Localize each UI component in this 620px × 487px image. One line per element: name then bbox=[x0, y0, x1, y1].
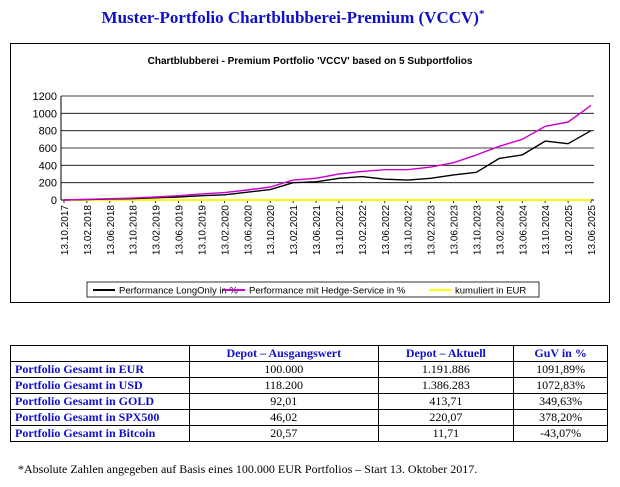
page-title-text: Muster-Portfolio Chartblubberei-Premium … bbox=[101, 8, 479, 27]
table-row: Portfolio Gesamt in USD 118.200 1.386.28… bbox=[10, 377, 608, 394]
legend-label: Performance mit Hedge-Service in % bbox=[249, 286, 406, 297]
table-row: Portfolio Gesamt in EUR 100.000 1.191.88… bbox=[10, 361, 608, 378]
table-cell: 100.000 bbox=[189, 361, 379, 378]
table-header-cell bbox=[10, 345, 190, 362]
y-tick-label: 400 bbox=[39, 160, 57, 172]
table-header-cell: Depot – Ausgangswert bbox=[189, 345, 379, 362]
x-tick-label: 13.06.2021 bbox=[312, 205, 323, 255]
y-tick-label: 200 bbox=[39, 178, 57, 190]
table-cell: 46,02 bbox=[189, 409, 379, 426]
chart-title: Chartblubberei - Premium Portfolio 'VCCV… bbox=[148, 56, 473, 67]
y-tick-label: 800 bbox=[39, 126, 57, 138]
title-footnote-mark: * bbox=[478, 8, 485, 20]
x-tick-label: 13.02.2023 bbox=[427, 205, 438, 255]
x-tick-label: 13.02.2024 bbox=[495, 205, 506, 255]
y-tick-label: 1200 bbox=[33, 91, 57, 103]
x-tick-label: 13.02.2020 bbox=[220, 205, 231, 255]
x-tick-label: 13.02.2021 bbox=[289, 205, 300, 255]
table-row: Portfolio Gesamt in GOLD 92,01 413,71 34… bbox=[10, 393, 608, 410]
table-header-row: Depot – Ausgangswert Depot – Aktuell GuV… bbox=[10, 345, 608, 362]
y-tick-label: 1000 bbox=[33, 108, 57, 120]
x-tick-label: 13.10.2019 bbox=[197, 205, 208, 255]
table-cell: 220,07 bbox=[377, 409, 515, 426]
table-cell: 20,57 bbox=[189, 425, 379, 442]
y-tick-label: 600 bbox=[39, 143, 57, 155]
table-cell: 413,71 bbox=[377, 393, 515, 410]
x-tick-label: 13.02.2025 bbox=[564, 205, 575, 255]
table-cell: 378,20% bbox=[513, 409, 608, 426]
table-cell: 1072,83% bbox=[513, 377, 608, 394]
x-tick-label: 13.06.2019 bbox=[175, 205, 186, 255]
x-tick-label: 13.02.2018 bbox=[83, 205, 94, 255]
performance-chart: Chartblubberei - Premium Portfolio 'VCCV… bbox=[33, 56, 598, 298]
table-cell: 11,71 bbox=[377, 425, 515, 442]
x-tick-label: 13.10.2018 bbox=[129, 205, 140, 255]
x-tick-label: 13.10.2021 bbox=[335, 205, 346, 255]
table-header-cell: Depot – Aktuell bbox=[377, 345, 515, 362]
series-line-longonly bbox=[63, 130, 592, 201]
legend-label: kumuliert in EUR bbox=[455, 286, 526, 297]
row-label: Portfolio Gesamt in EUR bbox=[10, 361, 190, 378]
row-label: Portfolio Gesamt in Bitcoin bbox=[10, 425, 190, 442]
row-label: Portfolio Gesamt in GOLD bbox=[10, 393, 190, 410]
x-tick-label: 13.06.2023 bbox=[450, 205, 461, 255]
x-tick-label: 13.10.2023 bbox=[472, 205, 483, 255]
table-header-cell: GuV in % bbox=[513, 345, 608, 362]
x-tick-label: 13.10.2017 bbox=[60, 205, 71, 255]
table-cell: -43,07% bbox=[513, 425, 608, 442]
x-tick-label: 13.06.2025 bbox=[587, 205, 598, 255]
page-title: Muster-Portfolio Chartblubberei-Premium … bbox=[0, 8, 586, 28]
table-cell: 1091,89% bbox=[513, 361, 608, 378]
footnote: *Absolute Zahlen angegeben auf Basis ein… bbox=[18, 462, 478, 476]
x-tick-label: 13.02.2019 bbox=[152, 205, 163, 255]
table-row: Portfolio Gesamt in SPX500 46,02 220,07 … bbox=[10, 409, 608, 426]
x-tick-label: 13.06.2018 bbox=[106, 205, 117, 255]
x-tick-label: 13.10.2024 bbox=[541, 205, 552, 255]
series-line-hedge bbox=[63, 104, 592, 201]
row-label: Portfolio Gesamt in SPX500 bbox=[10, 409, 190, 426]
legend-label: Performance LongOnly in % bbox=[119, 286, 238, 297]
row-label: Portfolio Gesamt in USD bbox=[10, 377, 190, 394]
x-tick-label: 13.10.2022 bbox=[404, 205, 415, 255]
table-cell: 1.386.283 bbox=[377, 377, 515, 394]
x-tick-label: 13.06.2024 bbox=[518, 205, 529, 255]
table-cell: 92,01 bbox=[189, 393, 379, 410]
chart-frame: Chartblubberei - Premium Portfolio 'VCCV… bbox=[10, 43, 610, 303]
table-row: Portfolio Gesamt in Bitcoin 20,57 11,71 … bbox=[10, 425, 608, 442]
y-tick-label: 0 bbox=[51, 195, 57, 207]
table-cell: 1.191.886 bbox=[377, 361, 515, 378]
x-tick-label: 13.10.2020 bbox=[266, 205, 277, 255]
legend-box bbox=[86, 281, 540, 298]
x-tick-label: 13.06.2022 bbox=[381, 205, 392, 255]
table-cell: 118.200 bbox=[189, 377, 379, 394]
x-tick-label: 13.06.2020 bbox=[243, 205, 254, 255]
x-tick-label: 13.02.2022 bbox=[358, 205, 369, 255]
table-cell: 349,63% bbox=[513, 393, 608, 410]
summary-table: Depot – Ausgangswert Depot – Aktuell GuV… bbox=[10, 345, 608, 442]
